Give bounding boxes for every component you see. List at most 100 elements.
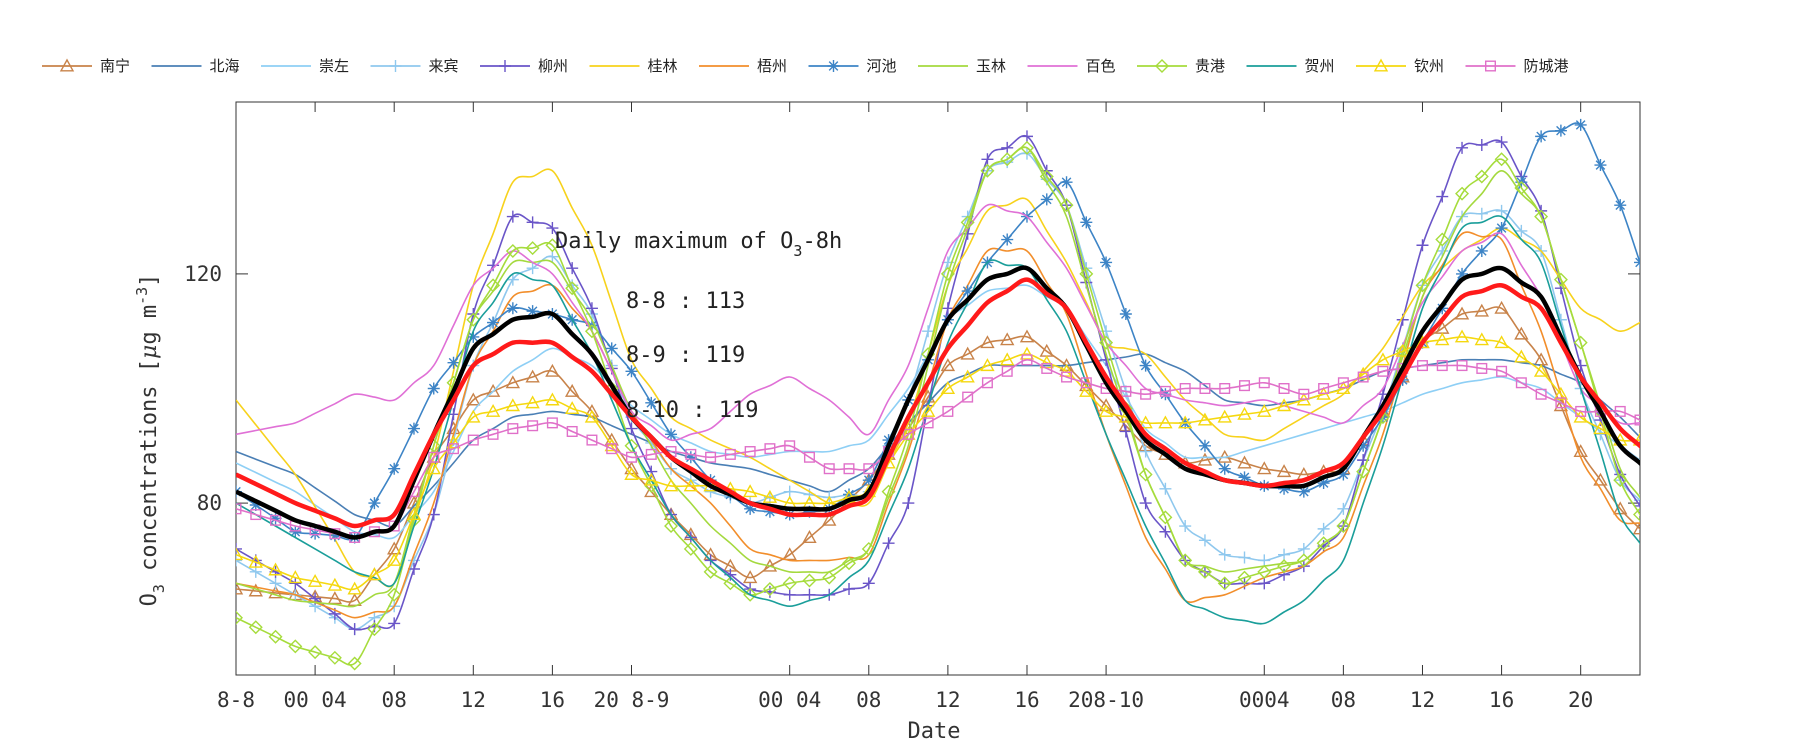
data-point-marker (1039, 169, 1054, 184)
legend-label: 贺州 (1305, 57, 1335, 75)
data-point-marker (1533, 363, 1549, 377)
data-point-marker (625, 365, 638, 378)
data-point-marker (1614, 199, 1627, 212)
data-point-marker (1632, 521, 1640, 535)
legend-label: 百色 (1086, 57, 1116, 75)
series-8 (236, 118, 1640, 544)
legend-label: 北海 (210, 57, 240, 75)
data-point-marker (843, 488, 856, 501)
data-point-marker (644, 472, 659, 486)
data-point-marker (389, 60, 402, 72)
data-point-marker (1613, 473, 1628, 488)
data-point-marker (960, 346, 975, 360)
data-point-marker (487, 428, 499, 440)
data-point-marker (1155, 59, 1169, 73)
data-point-marker (1515, 377, 1527, 389)
data-point-marker (388, 462, 401, 475)
data-point-marker (1021, 354, 1033, 366)
data-point-marker (270, 514, 282, 526)
series-15 (236, 265, 1640, 540)
data-point-marker (249, 499, 262, 512)
series-line (236, 122, 1640, 541)
data-point-marker (960, 215, 975, 230)
x-tick-label: 8-8 (217, 688, 255, 712)
data-point-marker (545, 392, 560, 406)
legend-item: 来宾 (370, 57, 459, 75)
data-point-marker (236, 554, 242, 567)
data-point-marker (1001, 365, 1013, 377)
data-point-marker (566, 425, 578, 437)
data-point-marker (843, 583, 856, 596)
data-point-marker (1119, 308, 1132, 321)
x-tick-label: 12 (1410, 688, 1435, 712)
data-point-marker (802, 573, 817, 588)
data-point-marker (764, 443, 776, 455)
legend-item: 防城港 (1465, 57, 1569, 75)
legend-label: 来宾 (429, 57, 459, 75)
data-point-marker (1355, 366, 1371, 380)
data-point-marker (1416, 239, 1429, 252)
data-point-marker (1495, 136, 1508, 149)
data-point-marker (347, 593, 362, 607)
legend-label: 南宁 (100, 57, 130, 75)
data-point-marker (1098, 403, 1114, 417)
x-tick-label: 12 (935, 688, 960, 712)
data-point-marker (1060, 176, 1073, 189)
data-point-marker (1436, 190, 1449, 203)
data-point-marker (1159, 482, 1172, 495)
series-7 (236, 231, 1640, 619)
data-point-marker (1594, 428, 1607, 441)
data-point-marker (823, 463, 835, 475)
series-16 (236, 277, 1640, 529)
data-point-marker (783, 485, 796, 498)
legend-label: 崇左 (319, 57, 349, 75)
data-point-marker (368, 497, 381, 510)
data-point-marker (940, 266, 955, 281)
data-point-marker (1276, 398, 1292, 412)
daily-max-annotation: Daily maximum of O3-8h 8-8 : 113 8-9 : 1… (555, 229, 842, 423)
legend-item: 桂林 (589, 57, 678, 75)
data-point-marker (1555, 397, 1567, 409)
data-point-marker (803, 588, 816, 601)
data-point-marker (882, 434, 895, 447)
data-point-marker (525, 369, 540, 383)
data-point-marker (1020, 130, 1033, 143)
data-point-marker (683, 478, 699, 492)
data-point-marker (566, 262, 579, 275)
annotation-title: Daily maximum of O3-8h (555, 229, 842, 260)
data-point-marker (881, 484, 896, 499)
data-point-marker (803, 505, 816, 518)
data-point-marker (1632, 432, 1640, 446)
data-point-marker (902, 428, 914, 440)
legend-label: 梧州 (757, 57, 787, 75)
series-2 (236, 353, 1640, 528)
x-tick-label: 00 04 (283, 688, 346, 712)
data-point-marker (782, 576, 797, 591)
data-point-marker (784, 440, 796, 452)
data-point-marker (59, 58, 75, 72)
series-line (236, 353, 1640, 528)
x-tick-label: 16 (1489, 688, 1514, 712)
data-point-marker (843, 463, 855, 475)
x-tick-label: 00 04 (758, 688, 821, 712)
legend-label: 钦州 (1414, 57, 1444, 75)
data-point-marker (269, 577, 282, 590)
data-point-marker (744, 446, 756, 458)
data-point-marker (724, 448, 736, 460)
series-14 (236, 354, 1640, 543)
x-tick-label: 16 (1014, 688, 1039, 712)
x-tick-label: 12 (461, 688, 486, 712)
data-point-marker (1496, 365, 1508, 377)
data-point-marker (1456, 267, 1469, 280)
data-point-marker (367, 622, 382, 637)
data-point-marker (328, 529, 341, 542)
data-point-marker (1316, 536, 1331, 551)
data-point-marker (862, 577, 875, 590)
data-point-marker (1573, 335, 1588, 350)
data-point-marker (1179, 520, 1192, 533)
data-point-marker (499, 60, 511, 72)
data-point-marker (1298, 388, 1310, 400)
data-point-marker (1375, 352, 1391, 366)
series-10 (236, 203, 1640, 442)
data-point-marker (289, 577, 302, 590)
